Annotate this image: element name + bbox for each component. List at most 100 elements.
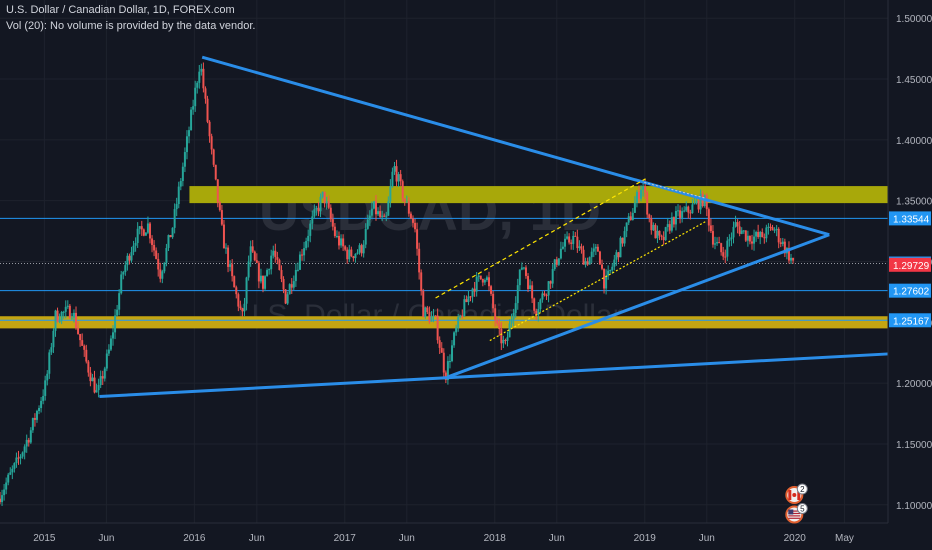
candle-body-141	[288, 284, 291, 295]
candle-body-207	[424, 307, 427, 318]
trendlines[interactable]	[99, 55, 889, 399]
candle-body-90	[183, 152, 186, 167]
candle-body-143	[292, 281, 295, 288]
candle-body-85	[173, 209, 176, 228]
zone-0[interactable]	[189, 186, 889, 204]
candle-body-40	[81, 340, 84, 346]
trendline-3[interactable]	[644, 181, 707, 199]
candle-body-367	[753, 236, 756, 244]
candle-body-232	[475, 276, 478, 292]
candle-body-91	[185, 136, 188, 153]
candle-body-186	[381, 215, 384, 217]
trendline-1[interactable]	[446, 233, 830, 379]
candle-body-165	[338, 235, 341, 246]
candle-body-70	[142, 229, 145, 236]
candle-body-87	[177, 186, 180, 205]
candle-body-245	[502, 339, 505, 344]
candle-body-80	[163, 262, 166, 272]
channel-line-0[interactable]	[435, 178, 646, 299]
candle-body-233	[477, 275, 480, 277]
candle-body-64	[130, 252, 133, 261]
price-tick-label-8: 1.10000	[896, 501, 932, 512]
candle-body-361	[740, 230, 743, 234]
candle-body-331	[679, 210, 682, 218]
candle-body-107	[218, 202, 221, 211]
candle-body-42	[85, 349, 88, 362]
candle-body-131	[268, 269, 271, 271]
candle-body-278	[570, 242, 573, 244]
trendline-0[interactable]	[201, 55, 830, 237]
price-tick-label-6: 1.20000	[896, 379, 932, 390]
candle-body-347	[711, 231, 714, 245]
candle-body-318	[652, 224, 655, 231]
candle-body-24	[48, 352, 51, 374]
trendline-2[interactable]	[99, 352, 889, 399]
time-axis[interactable]: 2015 Jun 2016 Jun 2017 Jun 2018 Jun 2019 Jun 2020 M…	[33, 533, 854, 544]
candle-body-304	[623, 231, 626, 244]
zone-1[interactable]	[0, 316, 888, 329]
candle-body-200	[409, 213, 412, 219]
candle-body-36	[72, 312, 75, 318]
candle-body-1	[1, 495, 4, 503]
candle-body-316	[648, 214, 651, 219]
candle-body-352	[722, 252, 725, 257]
events[interactable]: 25	[785, 483, 808, 524]
candle-body-368	[755, 232, 758, 237]
candle-body-43	[87, 361, 90, 373]
candle-body-88	[179, 181, 182, 187]
candle-body-155	[317, 208, 320, 212]
candle-body-362	[742, 230, 745, 232]
candle-body-282	[578, 246, 581, 249]
candle-body-198	[405, 201, 408, 203]
candle-body-221	[453, 332, 456, 346]
flag-stripe-1	[788, 512, 801, 515]
candle-body-279	[572, 235, 575, 244]
candle-body-195	[399, 174, 402, 182]
candle-body-25	[50, 347, 53, 353]
candle-body-44	[89, 372, 92, 382]
candle-body-276	[566, 236, 569, 239]
event-count-badge	[796, 483, 808, 495]
candle-body-55	[112, 332, 115, 339]
candle-body-19	[38, 407, 41, 412]
candle-body-354	[726, 240, 729, 257]
candle-body-144	[294, 269, 297, 282]
candle-body-328	[672, 217, 675, 225]
candle-body-203	[416, 229, 419, 249]
candle-body-205	[420, 272, 423, 291]
candle-body-283	[580, 246, 583, 250]
candle-body-236	[483, 280, 486, 283]
level-label-0: 1.33544	[893, 214, 930, 225]
candle-body-303	[621, 237, 624, 244]
candle-body-322	[660, 235, 663, 237]
event-marker-ca[interactable]: 2	[785, 483, 808, 505]
candle-body-206	[422, 290, 425, 318]
candle-body-10	[19, 456, 22, 459]
candle-body-146	[298, 254, 301, 270]
channel-lines[interactable]	[435, 178, 707, 342]
channel-line-1[interactable]	[489, 220, 707, 342]
candle-body-280	[574, 235, 577, 237]
candle-body-323	[662, 236, 665, 241]
candle-body-164	[335, 235, 338, 237]
candle-body-377	[773, 229, 776, 231]
time-tick-label-6: 2018	[484, 533, 507, 544]
event-marker-us[interactable]: 5	[785, 502, 808, 524]
candle-body-380	[779, 242, 782, 245]
candle-body-140	[286, 294, 289, 304]
candle-body-360	[738, 226, 741, 234]
candle-body-293	[600, 264, 603, 269]
candle-body-238	[487, 277, 490, 287]
candle-body-349	[716, 242, 719, 244]
candle-body-297	[609, 270, 612, 272]
candle-body-65	[132, 245, 135, 253]
candle-body-255	[522, 267, 525, 269]
candle-body-118	[241, 308, 244, 312]
candle-body-327	[670, 217, 673, 231]
candle-body-267	[547, 281, 550, 296]
level-label-bg-2	[889, 257, 931, 272]
candle-body-100	[204, 88, 207, 99]
